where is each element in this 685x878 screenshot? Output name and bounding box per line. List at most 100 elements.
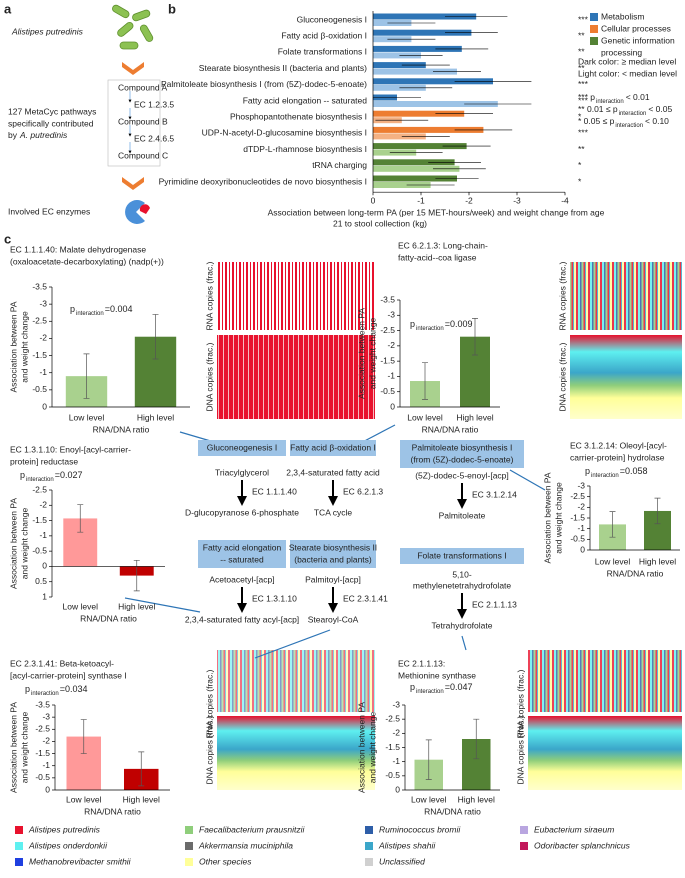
p-annotation: pinteraction=0.004 (70, 304, 132, 316)
y-tick-label: -3 (42, 711, 50, 721)
text: p (410, 319, 415, 329)
y-tick-label: -0.5 (570, 534, 585, 544)
significance-stars: *** (578, 128, 589, 138)
y-tick-label: -3 (577, 480, 585, 490)
text: =0.004 (105, 304, 133, 314)
category-label: Pyrimidine deoxyribonucleotides de novo … (159, 176, 367, 186)
organism: Alistipes putredinis (11, 26, 84, 36)
y-tick-label: -3 (392, 699, 400, 709)
x-axis-label: 21 to stool collection (kg) (333, 218, 427, 228)
chart-title: EC 3.1.2.14: Oleoyl-[acyl- (570, 440, 667, 450)
pathway-name: (from (5Z)-dodec-5-enoate) (411, 454, 514, 464)
bar (373, 68, 457, 75)
x-tick-label: Low level (407, 412, 443, 422)
bar (373, 52, 421, 59)
text: interaction (31, 691, 59, 697)
product: 2,3,4-saturated fatty acyl-[acp] (185, 614, 299, 624)
chevron (122, 62, 144, 75)
bar (373, 62, 426, 69)
error-bar (422, 362, 428, 400)
y-tick-label: 1 (42, 591, 47, 601)
chevron (122, 177, 144, 190)
p-annotation: pinteraction=0.047 (410, 682, 472, 694)
y-axis-label: Association between PA (8, 498, 18, 589)
pathway-box (198, 440, 286, 456)
category-label: Phosphopantothenate biosynthesis I (230, 111, 367, 121)
legend-label: Alistipes shahii (378, 840, 436, 850)
p-annotation: pinteraction=0.027 (20, 470, 82, 482)
text: Involved EC enzymes (8, 206, 90, 216)
x-tick-label: Low level (411, 794, 447, 804)
significance-stars: *** (578, 79, 589, 89)
y-axis-label: Association between PA (356, 308, 366, 399)
significance-stars: ** (578, 30, 585, 40)
ec-label: EC 2.3.1.41 (343, 593, 388, 603)
chart-title: (oxaloacetate-decarboxylating) (nadp(+)) (10, 256, 164, 266)
category-label: tRNA charging (312, 160, 367, 170)
y-tick-label: 0 (580, 544, 585, 554)
chart-title: EC 6.2.1.3: Long-chain- (398, 240, 488, 250)
x-tick-label: High level (137, 412, 174, 422)
text: p (585, 466, 590, 476)
y-tick-label: -1 (39, 530, 47, 540)
ec-label: EC 1.1.1.40 (252, 486, 297, 496)
text: interaction (76, 311, 104, 317)
product: Stearoyl-CoA (308, 614, 359, 624)
pathway-name: Fatty acid β-oxidation I (290, 442, 376, 452)
text: =0.034 (60, 684, 88, 694)
y-axis-label: RNA copies (frac.) (515, 669, 525, 738)
significance-stars: ** (578, 47, 585, 57)
x-tick-label: Low level (63, 601, 99, 611)
y-tick-label: -2.5 (570, 491, 585, 501)
category-label: dTDP-L-rhamnose biosynthesis I (243, 144, 367, 154)
x-tick-label: High level (639, 556, 676, 566)
legend-swatch (590, 25, 598, 33)
y-tick-label: -2.5 (380, 325, 395, 335)
y-tick-label: -2 (39, 500, 47, 510)
bar (373, 159, 455, 166)
x-tick-label: Low level (66, 794, 102, 804)
significance-legend: ** 0.01 ≤ pinteraction < 0.05 (578, 104, 672, 116)
substrate: methylenetetrahydrofolate (413, 580, 512, 590)
substrate: 5,10- (452, 569, 472, 579)
substrate: (5Z)-dodec-5-enoyl-[acp] (415, 470, 509, 480)
x-axis-label: RNA/DNA ratio (80, 613, 137, 623)
error-bar (152, 314, 159, 360)
legend-swatch (590, 13, 598, 21)
legend-label: Metabolism (601, 11, 644, 21)
text: *** p (578, 92, 595, 102)
ec-label: EC 1.3.1.10 (252, 593, 297, 603)
y-tick-label: -1 (392, 756, 400, 766)
legend-swatch (590, 37, 598, 45)
category-label: Folate transformations I (278, 47, 367, 57)
text: * 0.05 ≤ p (578, 116, 615, 126)
pathway-box (290, 540, 376, 568)
significance-stars: * (578, 160, 582, 170)
y-tick-label: -0.5 (32, 545, 47, 555)
legend-label: Odoribacter splanchnicus (534, 840, 631, 850)
chart-title: Methionine synthase (398, 670, 476, 680)
bacteria-icon (112, 4, 154, 50)
card-text: Compound A (118, 82, 167, 92)
legend-label: Light color: < median level (578, 68, 677, 78)
pathway-name: Folate transformations I (417, 550, 506, 560)
y-tick-label: -3.5 (32, 281, 47, 291)
bar (373, 13, 477, 20)
error-bar (133, 559, 140, 592)
y-tick-label: -3.5 (35, 699, 50, 709)
y-tick-label: -1 (39, 367, 47, 377)
legend-label: Akkermansia muciniphila (198, 840, 293, 850)
error-bar (425, 739, 432, 780)
legend-label: Alistipes onderdonkii (28, 840, 108, 850)
chart-title: protein] reductase (10, 456, 78, 466)
category-label: Fatty acid elongation -- saturated (243, 95, 368, 105)
pathway-name: Stearate biosynthesis II (289, 542, 377, 552)
error-bar (472, 317, 478, 356)
substrate: Palmitoyl-[acp] (305, 574, 361, 584)
text: =0.058 (620, 466, 648, 476)
y-axis-label: DNA copies (frac.) (204, 715, 214, 784)
x-axis-label: RNA/DNA ratio (607, 568, 664, 578)
x-tick-label: High level (118, 601, 155, 611)
y-tick-label: -1.5 (570, 512, 585, 522)
text: p (20, 470, 25, 480)
